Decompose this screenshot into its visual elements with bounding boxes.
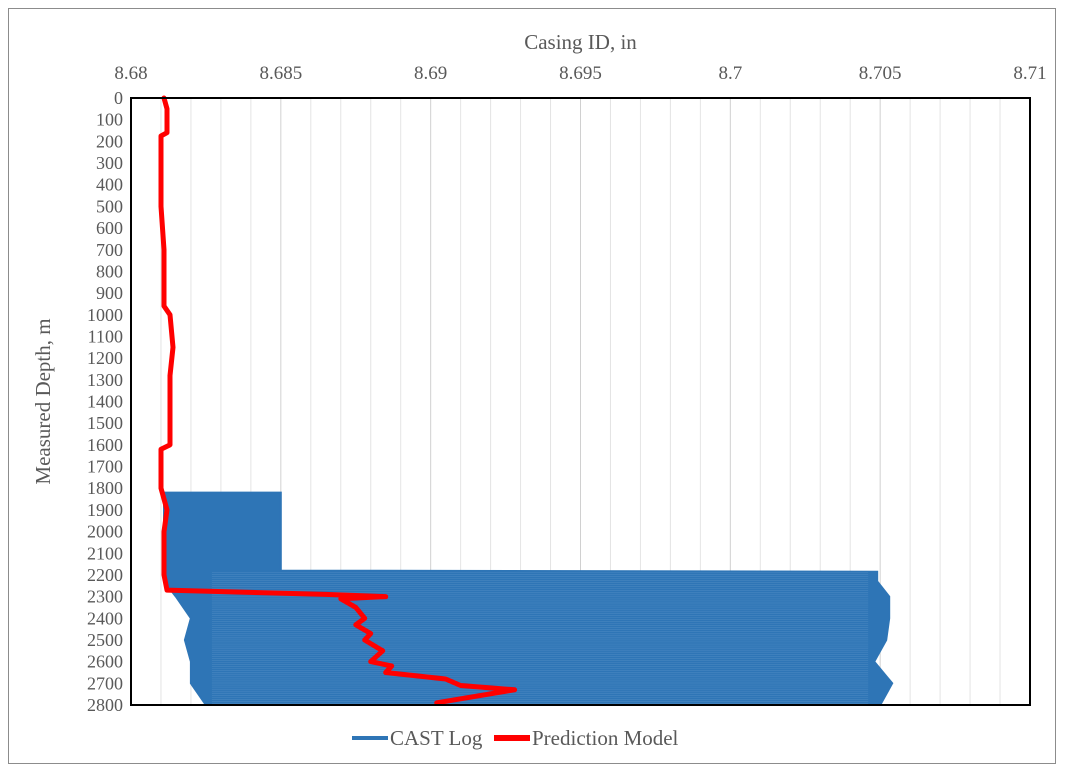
legend: CAST Log Prediction Model	[352, 726, 679, 750]
x-tick-label: 8.7	[718, 63, 742, 84]
y-tick-label: 400	[96, 175, 123, 195]
cast-log-area	[163, 491, 894, 706]
y-tick-label: 1900	[87, 500, 123, 520]
x-axis-title: Casing ID, in	[524, 30, 637, 54]
y-tick-label: 2300	[87, 587, 123, 607]
y-tick-label: 2800	[87, 695, 123, 715]
y-tick-label: 1300	[87, 370, 123, 390]
y-tick-label: 1200	[87, 348, 123, 368]
y-tick-label: 1800	[87, 478, 123, 498]
x-tick-label: 8.705	[859, 63, 902, 84]
y-tick-label: 2100	[87, 543, 123, 563]
x-tick-labels: 8.68 8.685 8.69 8.695 8.7 8.705 8.71	[114, 63, 1046, 84]
x-tick-label: 8.71	[1013, 63, 1046, 84]
plot-area-border	[130, 97, 1031, 706]
prediction-model-series	[158, 95, 518, 706]
y-tick-label: 600	[96, 218, 123, 238]
y-tick-label: 1000	[87, 305, 123, 325]
y-tick-label: 500	[96, 196, 123, 216]
y-tick-label: 100	[96, 110, 123, 130]
y-tick-label: 2000	[87, 522, 123, 542]
x-tick-label: 8.695	[559, 63, 602, 84]
y-tick-label: 2200	[87, 565, 123, 585]
y-tick-labels: 0100200300400500600700800900100011001200…	[87, 88, 123, 715]
x-tick-label: 8.685	[259, 63, 302, 84]
cast-log-series	[163, 491, 894, 706]
x-tick-label: 8.68	[114, 63, 147, 84]
y-tick-label: 700	[96, 240, 123, 260]
y-tick-label: 1100	[88, 326, 123, 346]
legend-entry-cast-log: CAST Log	[390, 726, 483, 750]
y-axis-title: Measured Depth, m	[31, 318, 55, 484]
y-tick-label: 800	[96, 261, 123, 281]
y-tick-label: 0	[114, 88, 123, 108]
y-tick-label: 300	[96, 153, 123, 173]
y-tick-label: 1700	[87, 457, 123, 477]
prediction-model-line	[158, 95, 518, 706]
y-tick-label: 2700	[87, 673, 123, 693]
y-tick-label: 900	[96, 283, 123, 303]
y-tick-label: 1600	[87, 435, 123, 455]
y-tick-label: 2600	[87, 652, 123, 672]
legend-entry-prediction-model: Prediction Model	[532, 726, 679, 750]
y-tick-label: 1400	[87, 392, 123, 412]
x-tick-label: 8.69	[414, 63, 447, 84]
y-tick-label: 200	[96, 131, 123, 151]
y-tick-label: 2400	[87, 608, 123, 628]
y-tick-label: 1500	[87, 413, 123, 433]
y-tick-label: 2500	[87, 630, 123, 650]
